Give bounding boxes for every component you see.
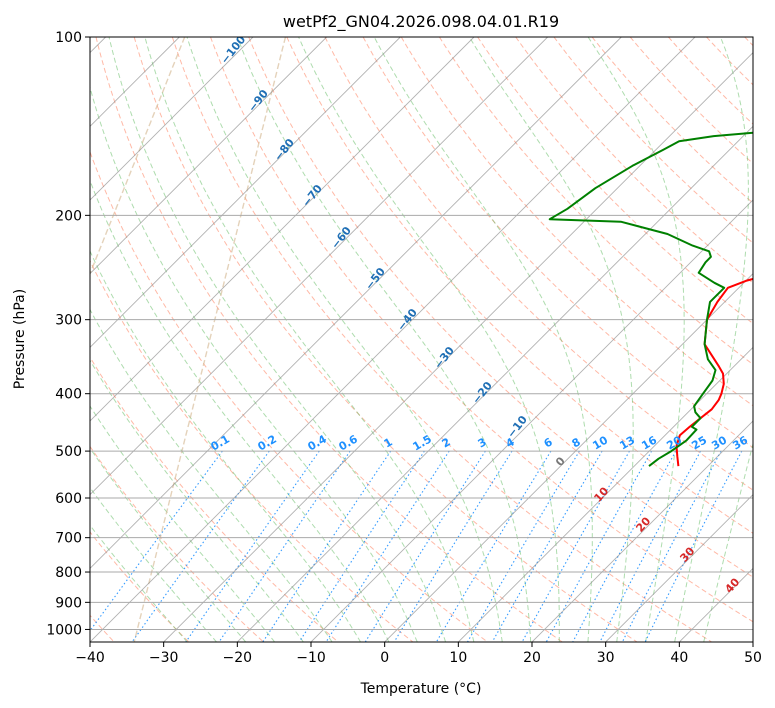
isotherm-line (163, 52, 753, 642)
dry-adiabat-line (210, 37, 753, 623)
axes-group: −40 −30 −20 −10 0 10 20 30 40 50 100 200 300 400 500 60… (46, 30, 762, 666)
moist-adiabat-line (373, 37, 593, 642)
reference-curve (90, 37, 186, 276)
x-tick-label: 10 (449, 650, 467, 666)
moist-adiabat-line (90, 405, 275, 642)
isotherm-line (458, 346, 753, 642)
isotherm-line (90, 37, 327, 275)
mixing-ratio-line (218, 450, 351, 642)
isotherm-line (90, 37, 475, 422)
dry-adiabat-line (90, 356, 339, 642)
mixing-ratio-line (621, 450, 722, 642)
mixing-ratio-line (467, 450, 580, 642)
dewpoint-trace (548, 131, 753, 467)
dry-adiabat-line (400, 37, 753, 407)
isotherm-line (310, 199, 753, 642)
moist-adiabat-line (108, 37, 447, 642)
y-tick-label: 800 (55, 565, 82, 581)
mixing-ratio-line (131, 450, 270, 642)
mixing-ratio-line (521, 450, 630, 642)
mixing-ratio-line (435, 450, 552, 642)
plot-frame (89, 36, 754, 643)
chart-title: wetPf2_GN04.2026.098.04.01.R19 (283, 12, 559, 32)
isotherm-line (90, 37, 622, 569)
mixing-ratio-line (393, 450, 513, 642)
moist-adiabat-line (90, 308, 333, 642)
isotherm-line (605, 494, 753, 642)
mixing-ratio-line (364, 450, 486, 642)
mixing-ratio-line (185, 450, 320, 642)
dry-adiabat-line (324, 37, 753, 491)
y-tick-label: 900 (55, 595, 82, 611)
x-axis-title: Temperature (°C) (360, 681, 482, 697)
dry-adiabat-line (515, 37, 753, 284)
x-tick-label: 30 (597, 650, 615, 666)
dry-adiabat-line (438, 37, 753, 366)
moist-adiabat-line (587, 37, 685, 642)
y-tick-label: 600 (55, 491, 82, 507)
dry-adiabat-line (90, 445, 264, 642)
x-tick-label: −40 (75, 650, 105, 666)
moist-adiabat-line (674, 37, 749, 642)
dry-adiabat-line (95, 37, 563, 642)
isotherm-line (90, 37, 254, 201)
isotherm-line (531, 420, 753, 642)
dry-adiabat-line (90, 259, 414, 642)
temperature-trace (675, 277, 753, 467)
mixing-ratio-line (599, 450, 701, 642)
y-tick-label: 300 (55, 313, 82, 329)
mixing-ratio-line (545, 450, 653, 642)
dry-adiabat-line (133, 37, 638, 642)
plot-area: −100−90−80−70−60−50−40−30−20−100.1 0.2 0.4… (90, 37, 753, 642)
mixing-ratio-line (572, 450, 677, 642)
y-tick-label: 200 (55, 208, 82, 224)
moist-adiabat-line (90, 447, 247, 642)
moist-adiabat-line (90, 179, 390, 642)
dry-adiabat-line (629, 37, 753, 165)
isotherm-line (90, 37, 548, 496)
reference-curve (133, 37, 287, 642)
y-tick-label: 500 (55, 444, 82, 460)
isotherm-line (237, 125, 753, 642)
x-tick-label: −20 (223, 650, 253, 666)
y-tick-label: 100 (55, 30, 82, 46)
y-tick-label: 400 (55, 387, 82, 403)
dry-adiabat-line (553, 37, 753, 244)
x-tick-label: −30 (149, 650, 179, 666)
moist-adiabat-line (186, 37, 503, 642)
dry-adiabat-line (286, 37, 753, 534)
dry-adiabat-line (171, 37, 712, 642)
isotherm-line (384, 273, 753, 642)
dry-adiabat-line (248, 37, 753, 578)
mixing-ratio-line (491, 450, 603, 642)
moist-adiabat-line (703, 441, 753, 642)
y-tick-label: 1000 (46, 622, 82, 638)
x-tick-label: 40 (670, 650, 688, 666)
moist-adiabat-line (144, 37, 475, 642)
y-tick-label: 700 (55, 531, 82, 547)
isotherm-line (90, 37, 696, 642)
x-tick-label: 0 (380, 650, 389, 666)
x-tick-label: −10 (296, 650, 326, 666)
x-tick-label: 50 (744, 650, 762, 666)
y-axis-title: Pressure (hPa) (12, 289, 28, 389)
isotherm-line (90, 37, 401, 348)
x-tick-label: 20 (523, 650, 541, 666)
